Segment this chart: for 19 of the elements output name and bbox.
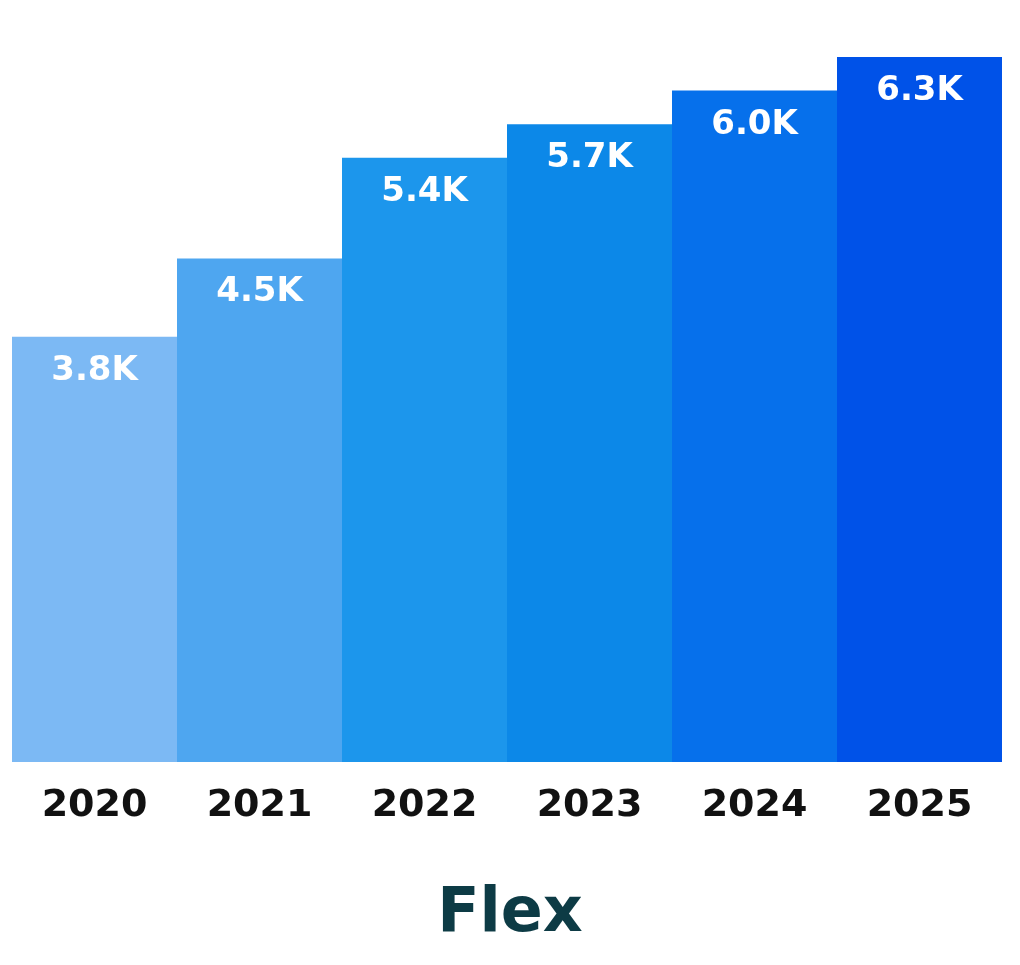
bar <box>837 57 1002 762</box>
bar <box>12 336 177 762</box>
x-tick-label: 2023 <box>536 781 643 825</box>
x-tick-label: 2020 <box>41 781 148 825</box>
x-tick-label: 2025 <box>866 781 973 825</box>
data-label: 6.0K <box>711 101 800 142</box>
bar <box>342 157 507 762</box>
data-label: 4.5K <box>216 269 305 310</box>
x-tick-label: 2024 <box>701 781 808 825</box>
data-label: 3.8K <box>51 347 140 388</box>
data-label: 5.7K <box>546 135 635 176</box>
x-tick-label: 2021 <box>206 781 313 825</box>
bar <box>177 258 342 762</box>
bar <box>507 124 672 762</box>
data-label: 5.4K <box>381 168 470 209</box>
text: Flex <box>437 872 583 946</box>
bar <box>672 90 837 762</box>
x-tick-label: 2022 <box>371 781 478 825</box>
data-label: 6.3K <box>876 68 965 108</box>
